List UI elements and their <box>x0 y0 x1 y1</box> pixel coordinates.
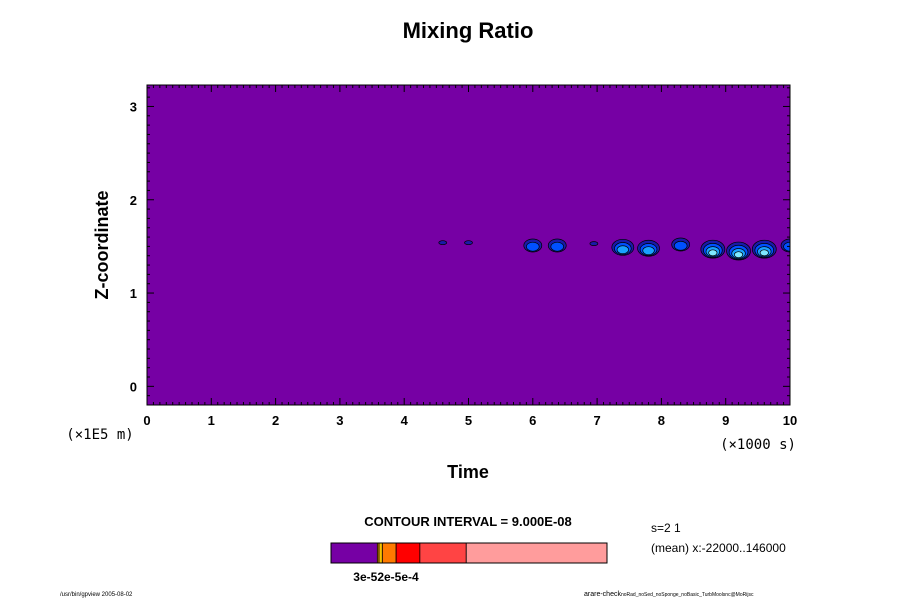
contour-blob <box>550 241 564 252</box>
colorbar-segment <box>330 542 378 564</box>
y-unit-note: (×1E5 m) <box>66 427 133 443</box>
colorbar-segment <box>465 542 608 564</box>
y-axis-label: Z-coordinate <box>92 190 112 299</box>
x-tick-label: 10 <box>783 413 797 428</box>
contour-blob <box>673 240 688 251</box>
contour-blob <box>759 249 769 257</box>
contour-blob <box>734 251 744 259</box>
plot-area <box>146 84 791 406</box>
footer-left: /usr/bin/gpview 2005-08-02 <box>60 592 133 598</box>
y-tick-label: 0 <box>130 379 137 394</box>
contour-interval-text: CONTOUR INTERVAL = 9.000E-08 <box>364 514 571 529</box>
x-tick-label: 9 <box>722 413 729 428</box>
contour-blob <box>464 240 473 246</box>
x-tick-label: 4 <box>401 413 409 428</box>
contour-blob <box>589 241 599 246</box>
colorbar-segment <box>381 542 397 564</box>
contour-blob <box>438 240 448 246</box>
contour-features <box>438 237 790 261</box>
contour-blob <box>616 245 629 255</box>
x-tick-label: 8 <box>658 413 665 428</box>
x-tick-label: 6 <box>529 413 536 428</box>
contour-blob <box>708 249 718 257</box>
colorbar-segment <box>395 542 421 564</box>
x-tick-label: 3 <box>336 413 343 428</box>
side-info-line1: s=2 1 <box>651 521 681 535</box>
x-axis-label: Time <box>447 462 489 482</box>
colorbar <box>330 542 608 564</box>
x-tick-label: 5 <box>465 413 472 428</box>
x-tick-label: 0 <box>143 413 150 428</box>
colorbar-frame <box>330 542 608 564</box>
x-unit-note: (×1000 s) <box>720 437 796 453</box>
x-tick-label: 2 <box>272 413 279 428</box>
x-tick-label: 1 <box>208 413 215 428</box>
y-tick-label: 3 <box>130 99 137 114</box>
footer-right-main: arare-check <box>584 591 621 598</box>
x-axis: 0 1 2 3 4 5 6 7 8 9 10 <box>143 85 797 428</box>
colorbar-segment <box>378 542 383 564</box>
colorbar-tick-labels: 3e-52e-5e-4 <box>353 570 419 584</box>
footer-right-small: noRad_noSed_noSponge_noBasic_TurbMoolsnc… <box>621 592 754 598</box>
colorbar-segment <box>419 542 467 564</box>
y-tick-label: 2 <box>130 193 137 208</box>
footer-right: arare-checknoRad_noSed_noSponge_noBasic_… <box>584 591 754 598</box>
contour-blob <box>526 241 540 252</box>
y-tick-label: 1 <box>130 286 137 301</box>
y-axis: 0 1 2 3 <box>130 87 790 406</box>
chart-title: Mixing Ratio <box>403 18 534 43</box>
contour-blob <box>642 246 655 256</box>
side-info-line2: (mean) x:-22000..146000 <box>651 541 786 555</box>
x-tick-label: 7 <box>593 413 600 428</box>
